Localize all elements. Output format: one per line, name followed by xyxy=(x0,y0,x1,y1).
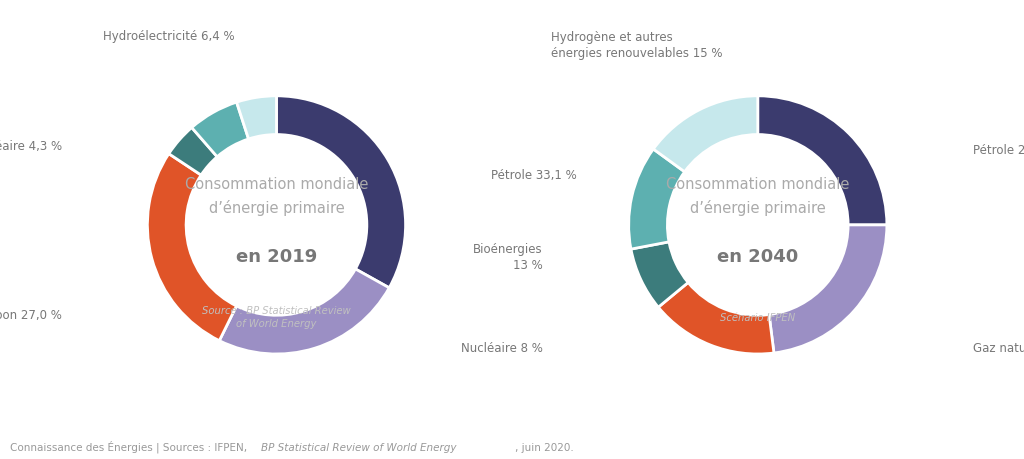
Text: , juin 2020.: , juin 2020. xyxy=(515,443,573,453)
Text: en 2019: en 2019 xyxy=(236,248,317,266)
Wedge shape xyxy=(147,154,237,341)
Text: Consommation mondiale
d’énergie primaire: Consommation mondiale d’énergie primaire xyxy=(184,177,369,216)
Wedge shape xyxy=(191,102,249,157)
Text: Source : BP Statistical Review
of World Energy: Source : BP Statistical Review of World … xyxy=(202,306,351,330)
Wedge shape xyxy=(169,128,217,175)
Wedge shape xyxy=(769,225,887,353)
Text: en 2040: en 2040 xyxy=(717,248,799,266)
Wedge shape xyxy=(237,96,276,139)
Text: Nucléaire 4,3 %: Nucléaire 4,3 % xyxy=(0,140,61,153)
Text: Hydroélectricité 6,4 %: Hydroélectricité 6,4 % xyxy=(103,30,234,43)
Text: Nucléaire 8 %: Nucléaire 8 % xyxy=(461,342,543,355)
Text: Consommation mondiale
d’énergie primaire: Consommation mondiale d’énergie primaire xyxy=(666,177,850,216)
Wedge shape xyxy=(631,242,688,307)
Text: Bioénergies
13 %: Bioénergies 13 % xyxy=(473,243,543,273)
Wedge shape xyxy=(629,149,685,249)
Text: Scénario IFPEN: Scénario IFPEN xyxy=(720,313,796,323)
Wedge shape xyxy=(658,282,774,354)
Text: Pétrole 33,1 %: Pétrole 33,1 % xyxy=(492,169,578,182)
Wedge shape xyxy=(276,96,406,288)
Wedge shape xyxy=(758,96,887,225)
Text: Charbon 27,0 %: Charbon 27,0 % xyxy=(0,309,61,322)
Text: Connaissance des Énergies | Sources : IFPEN,: Connaissance des Énergies | Sources : IF… xyxy=(10,441,251,453)
Text: BP Statistical Review of World Energy: BP Statistical Review of World Energy xyxy=(261,443,457,453)
Text: Gaz naturel 23 %: Gaz naturel 23 % xyxy=(973,342,1024,355)
Text: Pétrole 25 %: Pétrole 25 % xyxy=(973,144,1024,157)
Text: Hydrogène et autres
énergies renouvelables 15 %: Hydrogène et autres énergies renouvelabl… xyxy=(551,31,723,60)
Wedge shape xyxy=(219,269,389,354)
Wedge shape xyxy=(653,96,758,172)
